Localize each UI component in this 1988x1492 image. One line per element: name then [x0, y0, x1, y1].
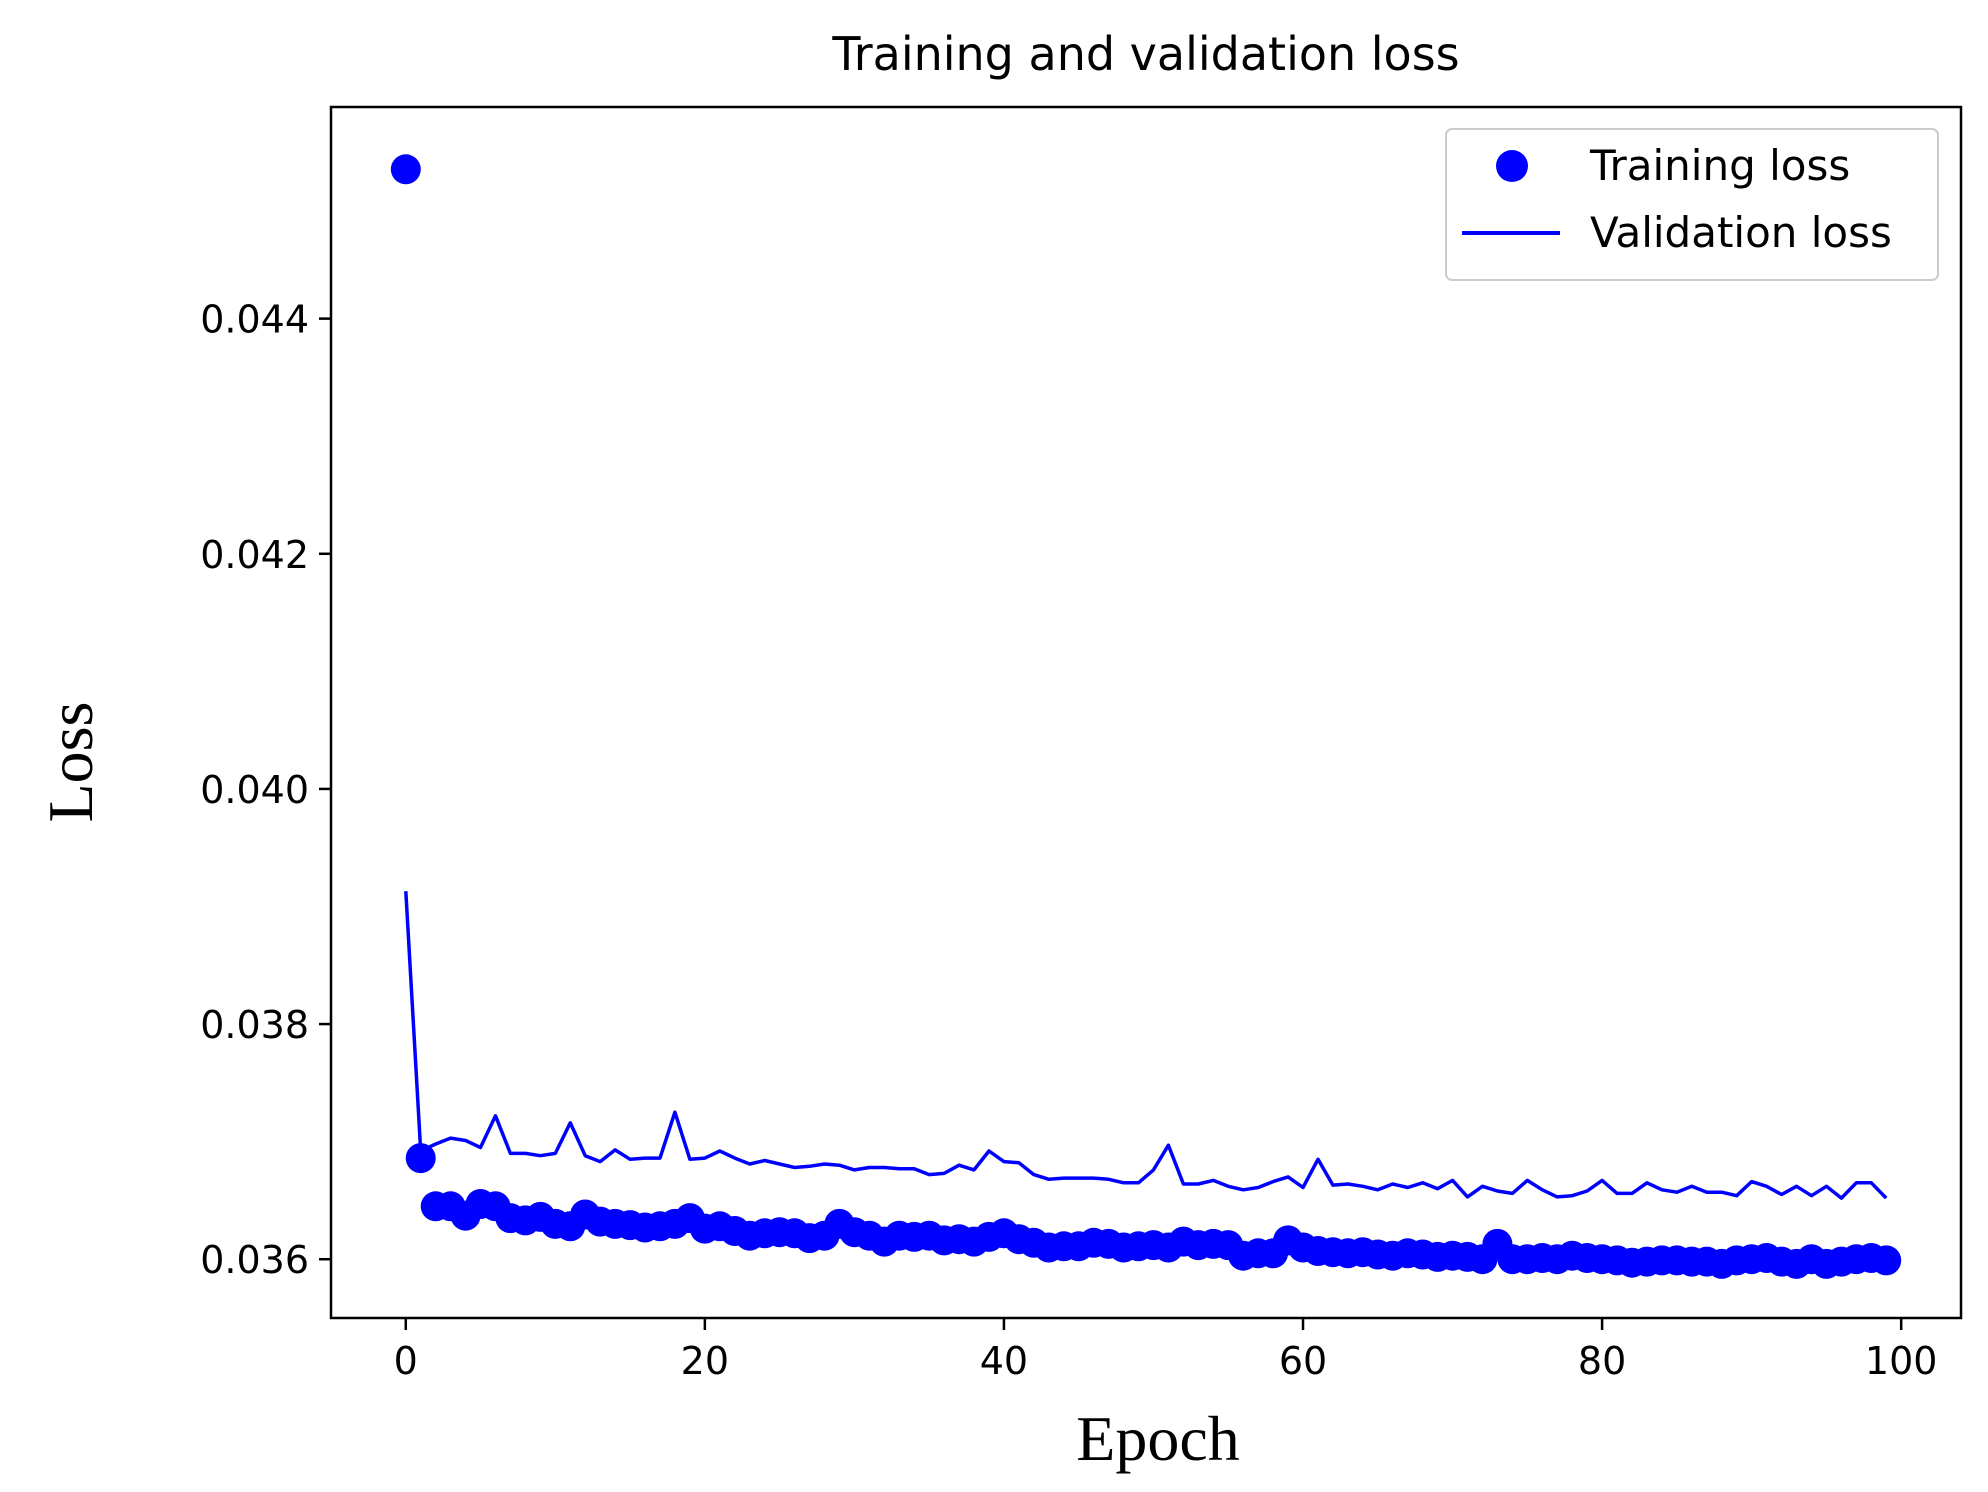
x-tick-label: 40 [980, 1339, 1028, 1383]
y-tick-label: 0.036 [200, 1238, 309, 1282]
x-tick-label: 80 [1578, 1339, 1626, 1383]
training-loss-point [390, 154, 421, 185]
training-loss-point [1871, 1245, 1902, 1276]
x-tick-label: 0 [394, 1339, 418, 1383]
series-dots [390, 154, 1902, 1279]
x-axis-label: Epoch [1076, 1403, 1240, 1474]
x-tick-label: 100 [1865, 1339, 1938, 1383]
plot-area [329, 105, 1963, 1320]
y-tick-label: 0.042 [200, 533, 309, 577]
axes-frame [329, 105, 1963, 1320]
legend-training-marker [1496, 150, 1528, 182]
validation-loss-line [404, 891, 1888, 1200]
y-tick-label: 0.044 [200, 298, 309, 342]
y-tick-label: 0.040 [200, 768, 309, 812]
x-tick-label: 20 [681, 1339, 729, 1383]
y-axis-label: Loss [35, 702, 106, 823]
y-axis-ticks: 0.036 0.038 0.040 0.042 0.044 [200, 298, 331, 1282]
chart-title: Training and validation loss [831, 27, 1459, 81]
x-axis-ticks: 0 20 40 60 80 100 [394, 1318, 1938, 1383]
legend-box [1445, 128, 1939, 281]
legend-validation-label: Validation loss [1590, 208, 1892, 257]
y-tick-label: 0.038 [200, 1003, 309, 1047]
legend: Training loss Validation loss [1445, 128, 1939, 281]
x-tick-label: 60 [1279, 1339, 1327, 1383]
series-lines [404, 891, 1888, 1200]
training-loss-point [405, 1143, 436, 1174]
legend-training-label: Training loss [1589, 141, 1850, 190]
